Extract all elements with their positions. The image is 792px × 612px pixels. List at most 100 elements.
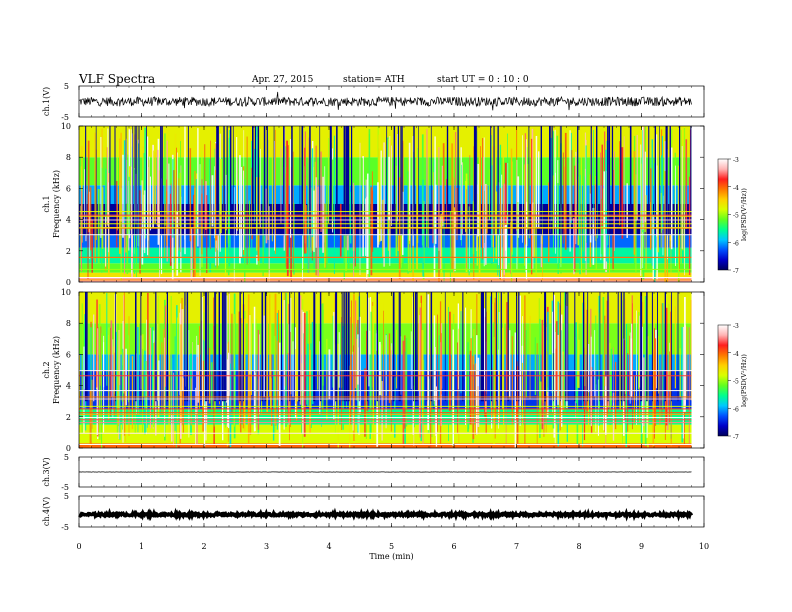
spectrogram-streak <box>595 384 597 432</box>
spectrogram-gap <box>386 126 388 236</box>
spectrogram-streak <box>525 330 527 398</box>
spectrogram-streak <box>226 359 229 427</box>
spectrogram-streak <box>390 346 392 417</box>
x-tick-label: 2 <box>201 542 206 551</box>
spectrogram-streak <box>419 307 421 438</box>
spectrogram-streak <box>236 179 238 231</box>
spectrogram-gap <box>623 292 625 402</box>
spectrogram-gap <box>215 292 217 402</box>
spectrogram-gap <box>221 292 224 402</box>
spectrogram-streak <box>176 305 178 390</box>
spectrogram-streak <box>570 132 572 223</box>
spectrogram-streak <box>491 165 493 264</box>
spectrogram-streak <box>467 342 469 432</box>
station-label: station= ATH <box>343 75 405 85</box>
spectrogram-streak <box>141 180 144 265</box>
spectrogram-tone <box>79 277 692 279</box>
spectrogram-gap <box>665 126 667 236</box>
spectrogram-gap <box>223 292 225 402</box>
spectrogram-gap <box>329 126 331 236</box>
spectrogram-streak <box>545 340 548 396</box>
spectrogram-streak <box>391 145 392 227</box>
spectrogram-gap <box>136 126 138 236</box>
y-tick-label: 5 <box>64 82 69 91</box>
spectrogram-gap <box>95 126 97 236</box>
spectrogram-streak <box>575 337 576 419</box>
spectrogram-gap <box>415 292 416 402</box>
spectrogram-streak <box>438 147 440 251</box>
spectrogram-streak <box>435 386 438 447</box>
spectrogram-streak <box>122 348 124 397</box>
spectrogram-streak <box>631 323 633 397</box>
spectrogram-streak <box>524 295 526 444</box>
spectrogram-streak <box>619 141 621 226</box>
spectrogram-gap <box>294 292 295 402</box>
spectrogram-streak <box>688 176 691 275</box>
spectrogram-streak <box>315 177 318 248</box>
spectrogram-streak <box>246 136 248 265</box>
spectrogram-streak <box>640 163 643 275</box>
spectrogram-streak <box>661 135 663 231</box>
y-tick-label: 2 <box>66 413 71 422</box>
spectrogram-streak <box>292 341 294 398</box>
spectrogram-streak <box>684 325 686 405</box>
spectrogram-gap <box>348 292 350 402</box>
spectrogram-tone <box>79 227 692 229</box>
spectrogram-gap <box>140 292 142 402</box>
spectrogram-streak <box>378 134 380 245</box>
colorbar-tick-label: -6 <box>733 240 739 247</box>
spectrogram-band <box>79 247 692 264</box>
spectrogram-streak <box>177 152 178 222</box>
spectrogram-gap <box>343 126 345 236</box>
spectrogram-streak <box>169 193 172 266</box>
spectrogram-streak <box>116 180 118 248</box>
spectrogram-streak <box>166 191 168 246</box>
spectrogram-gap <box>690 126 692 236</box>
spectrogram-streak <box>337 343 339 448</box>
spectrogram-streak <box>657 141 659 253</box>
spectrogram-streak <box>278 342 281 446</box>
spectrogram-streak <box>614 151 615 251</box>
spectrogram-gap <box>261 292 264 402</box>
spectrogram-gap <box>495 292 497 402</box>
spectrogram-streak <box>110 327 111 417</box>
spectrogram-streak <box>215 170 216 252</box>
spectrogram-streak <box>499 225 501 279</box>
spectrogram-streak <box>606 300 608 417</box>
spectrogram-streak <box>640 144 642 276</box>
spectrogram-streak <box>610 348 612 406</box>
spectrogram-streak <box>203 376 206 447</box>
spectrogram-band <box>79 272 692 278</box>
spectrogram-gap <box>217 126 219 236</box>
spectrogram-streak <box>420 375 422 442</box>
spectrogram-gap <box>281 292 282 402</box>
spectrogram-streak <box>642 326 643 434</box>
spectrogram-streak <box>303 312 306 437</box>
spectrogram-streak <box>164 203 166 258</box>
spectrogram-streak <box>417 323 420 391</box>
spectrogram-streak <box>93 314 95 402</box>
spectrogram-tone <box>79 279 692 281</box>
spectrogram-streak <box>433 315 436 401</box>
spectrogram-gap <box>313 292 314 402</box>
spectrogram-streak <box>530 138 533 241</box>
spectrogram-streak <box>139 190 141 274</box>
spectrogram-streak <box>625 324 627 447</box>
spectrogram-streak <box>91 219 93 273</box>
spectrogram-streak <box>405 337 408 427</box>
spectrogram-streak <box>575 322 577 404</box>
spectrogram-gap <box>500 292 502 402</box>
spectrogram-streak <box>643 357 645 427</box>
spectrogram-streak <box>633 151 636 255</box>
spectrogram-gap <box>314 292 316 402</box>
spectrogram-streak <box>366 196 368 280</box>
y-tick-label: -5 <box>61 483 69 492</box>
spectrogram-gap <box>186 292 189 402</box>
colorbar-tick-label: -7 <box>733 434 739 441</box>
spectrogram-streak <box>179 172 182 227</box>
spectrogram-streak <box>407 171 409 245</box>
spectrogram-streak <box>642 130 643 233</box>
spectrogram-gap <box>161 126 163 236</box>
spectrogram-gap <box>254 126 256 236</box>
spectrogram-streak <box>122 365 123 430</box>
